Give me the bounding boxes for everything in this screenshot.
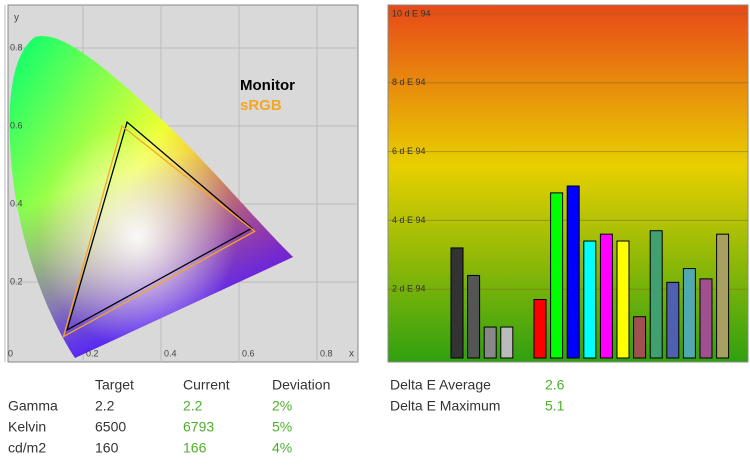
bar [550, 192, 564, 359]
y-axis-label: y [14, 13, 19, 24]
summary-value: 5.1 [545, 398, 565, 414]
cell: 2.2 [95, 398, 115, 414]
bar [682, 268, 696, 359]
row-label: cd/m2 [8, 440, 46, 456]
bar [500, 326, 514, 359]
row-label: Gamma [8, 398, 58, 414]
row-label: Kelvin [8, 419, 46, 435]
bar [450, 247, 464, 359]
bar [483, 326, 497, 359]
y-tick-label: 10 d E 94 [392, 8, 431, 18]
column-header: Deviation [272, 377, 330, 393]
bar [533, 299, 547, 359]
summary-label: Delta E Average [390, 377, 491, 393]
y-tick-label: 8 d E 94 [392, 77, 426, 87]
cell: 6793 [183, 419, 214, 435]
y-tick-label: 6 d E 94 [392, 146, 426, 156]
column-header: Current [183, 377, 230, 393]
bar [467, 274, 481, 359]
bar [699, 278, 713, 359]
results-table: Target Current Deviation Gamma 2.2 2.2 2% Kelvi… [8, 377, 565, 456]
gamut-triangle [65, 120, 254, 332]
x-axis-label: x [349, 349, 354, 360]
bar [649, 230, 663, 359]
cell: 6500 [95, 419, 126, 435]
x-tick-label: 0.8 [320, 348, 333, 358]
cell: 160 [95, 440, 119, 456]
y-tick-label: 0.4 [10, 198, 23, 208]
bar [566, 185, 580, 359]
cell: 2% [272, 398, 292, 414]
legend-entry: Monitor [240, 77, 295, 94]
bar [666, 281, 680, 359]
legend-entry: sRGB [240, 97, 282, 114]
bar [583, 240, 597, 359]
summary-label: Delta E Maximum [390, 398, 500, 414]
bar [616, 240, 630, 359]
cell: 2.2 [183, 398, 203, 414]
gamut-triangle [62, 124, 256, 338]
x-tick-label: 0.6 [242, 348, 255, 358]
x-tick-label: 0 [8, 348, 13, 358]
summary-value: 2.6 [545, 377, 565, 393]
x-tick-label: 0.2 [86, 348, 99, 358]
y-tick-label: 4 d E 94 [392, 215, 426, 225]
bar [599, 233, 613, 359]
y-tick-label: 0.6 [10, 120, 23, 130]
y-tick-label: 0.2 [10, 276, 23, 286]
bar [716, 233, 730, 359]
y-tick-label: 2 d E 94 [392, 284, 426, 294]
y-tick-label: 0.8 [10, 42, 23, 52]
column-header: Target [95, 377, 134, 393]
bar [633, 316, 647, 359]
cell: 4% [272, 440, 292, 456]
cell: 166 [183, 440, 207, 456]
x-tick-label: 0.4 [164, 348, 177, 358]
cell: 5% [272, 419, 292, 435]
